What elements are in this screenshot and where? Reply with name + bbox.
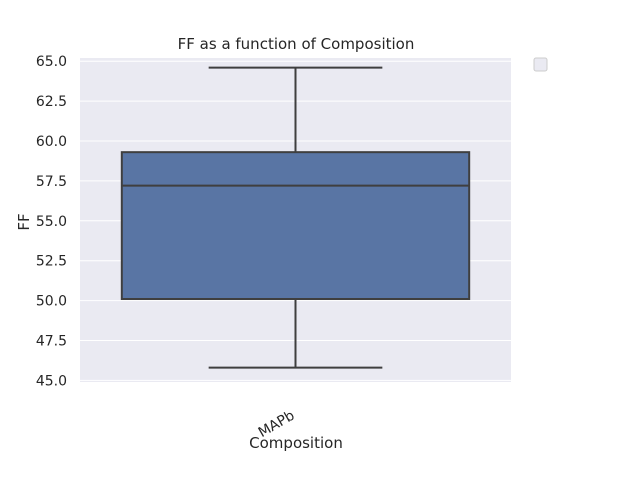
y-tick-label: 52.5: [36, 254, 67, 270]
y-tick-label: 60.0: [36, 134, 67, 150]
y-tick-label: 47.5: [36, 334, 67, 350]
box-layer: [120, 66, 471, 369]
y-axis-label: FF: [15, 213, 33, 230]
x-axis-label: Composition: [249, 434, 343, 452]
y-tick-label: 50.0: [36, 294, 67, 310]
y-tick-label: 62.5: [36, 94, 67, 110]
legend-box: [533, 57, 548, 72]
y-tick-label: 65.0: [36, 54, 67, 70]
y-tick-label: 55.0: [36, 214, 67, 230]
y-tick-labels: 45.0 47.5 50.0 52.5 55.0 57.5 60.0 62.5 65.0: [36, 54, 67, 389]
y-tick-label: 45.0: [36, 373, 67, 389]
box-iqr: [120, 151, 471, 301]
chart-title: FF as a function of Composition: [178, 35, 415, 53]
y-tick-label: 57.5: [36, 174, 67, 190]
